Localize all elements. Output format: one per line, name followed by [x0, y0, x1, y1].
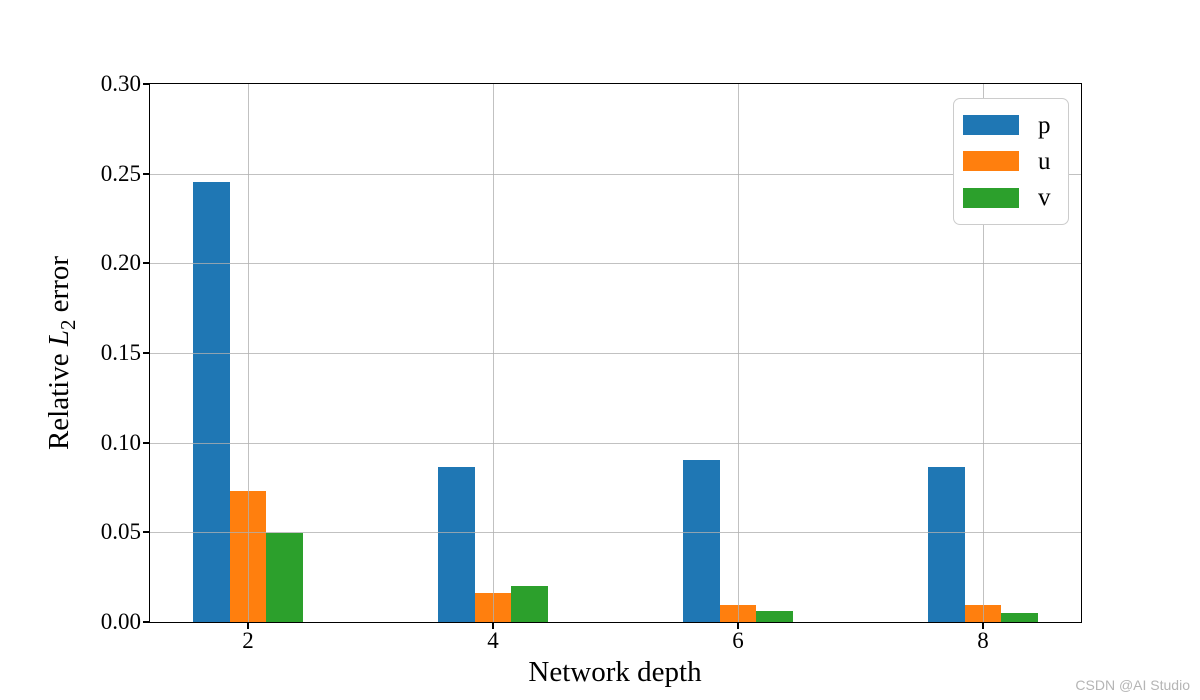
- y-axis-label-subscript: 2: [55, 319, 80, 330]
- bar-p-depth-4: [437, 466, 475, 622]
- bar-v-depth-8: [1001, 613, 1039, 622]
- y-tick-mark: [143, 352, 150, 354]
- legend-label-p: p: [1038, 111, 1051, 139]
- watermark: CSDN @AI Studio: [1075, 677, 1190, 693]
- bar-v-depth-6: [756, 611, 794, 622]
- x-tick-label: 8: [977, 628, 989, 653]
- bar-p-depth-8: [927, 466, 965, 622]
- y-tick-label: 0.05: [100, 519, 141, 545]
- y-tick-mark: [143, 621, 150, 623]
- x-tick-label: 2: [242, 628, 254, 653]
- x-tick-mark: [737, 622, 739, 629]
- y-gridline: [150, 532, 1081, 534]
- y-gridline: [150, 263, 1081, 265]
- y-tick-mark: [143, 262, 150, 265]
- y-gridline: [150, 173, 1081, 175]
- legend-swatch-u: [963, 151, 1019, 172]
- x-tick-mark: [982, 622, 984, 629]
- bar-v-depth-2: [266, 533, 304, 622]
- x-gridline: [983, 84, 984, 622]
- y-tick-label: 0.20: [100, 250, 141, 276]
- x-tick-label: 6: [732, 628, 744, 653]
- y-tick-label: 0.00: [100, 609, 141, 634]
- y-tick-mark: [143, 172, 150, 175]
- y-tick-label: 0.30: [100, 71, 141, 96]
- y-tick-mark: [143, 441, 150, 444]
- bar-p-depth-6: [682, 459, 720, 622]
- legend-swatch-v: [963, 187, 1019, 208]
- x-tick-mark: [247, 622, 249, 629]
- legend-item-v: v: [963, 185, 1068, 210]
- y-gridline: [150, 442, 1081, 444]
- bar-u-depth-2: [229, 491, 267, 622]
- bar-u-depth-8: [964, 605, 1002, 622]
- bar-p-depth-2: [192, 181, 230, 622]
- x-axis-label: Network depth: [528, 656, 702, 688]
- x-tick-mark: [492, 622, 494, 629]
- x-tick-label: 4: [487, 628, 499, 653]
- y-tick-label: 0.10: [100, 429, 141, 455]
- y-tick-mark: [143, 531, 150, 534]
- bar-u-depth-6: [719, 605, 757, 622]
- y-tick-label: 0.25: [100, 160, 141, 186]
- legend-swatch-p: [963, 115, 1019, 136]
- y-tick-mark: [143, 83, 150, 85]
- legend-item-u: u: [963, 149, 1068, 174]
- x-gridline: [493, 84, 494, 622]
- legend-item-p: p: [963, 113, 1068, 138]
- legend-label-v: v: [1038, 184, 1051, 212]
- legend-label-u: u: [1038, 147, 1051, 175]
- y-tick-label: 0.15: [100, 340, 141, 365]
- bar-u-depth-4: [474, 593, 512, 622]
- x-gridline: [738, 84, 739, 622]
- y-gridline: [150, 353, 1081, 354]
- bar-v-depth-4: [511, 586, 549, 622]
- x-gridline: [248, 84, 249, 622]
